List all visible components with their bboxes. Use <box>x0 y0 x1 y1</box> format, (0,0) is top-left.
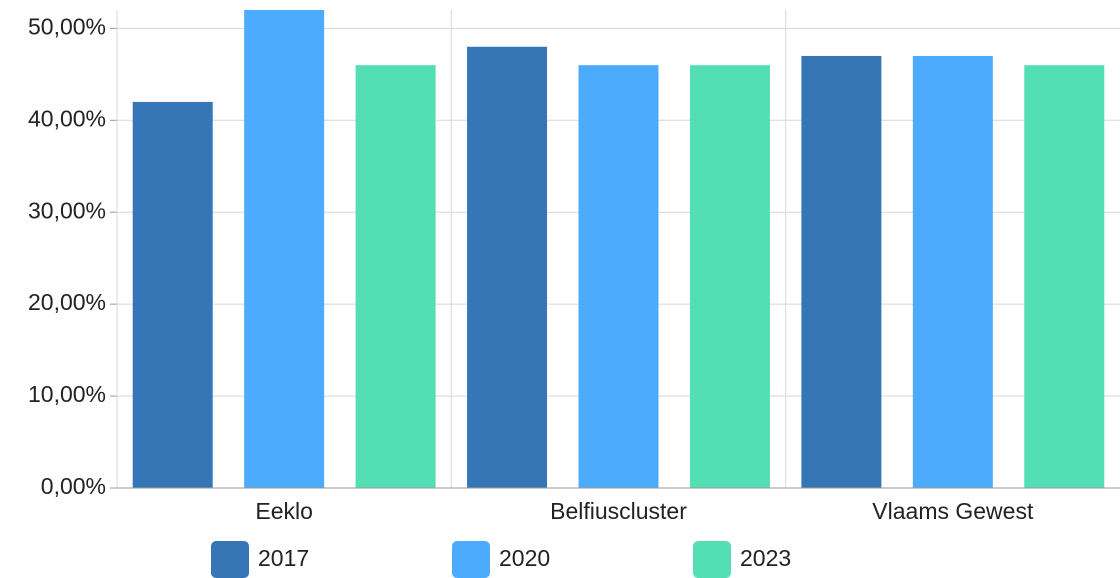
y-tick-label: 20,00% <box>28 289 106 315</box>
legend-swatch <box>211 541 249 578</box>
bar <box>467 46 548 489</box>
legend-label: 2020 <box>499 545 550 571</box>
legend-label: 2023 <box>740 545 791 571</box>
bar <box>244 10 325 488</box>
y-tick-label: 50,00% <box>28 13 106 39</box>
bar <box>912 55 993 488</box>
bar <box>132 101 213 488</box>
y-tick-label: 10,00% <box>28 381 106 407</box>
bar <box>1024 65 1105 489</box>
bar <box>355 65 436 489</box>
x-tick-label: Belfiuscluster <box>550 498 687 524</box>
bar <box>578 65 659 489</box>
bar <box>689 65 770 489</box>
legend-swatch <box>452 541 490 578</box>
legend-swatch <box>693 541 731 578</box>
y-tick-label: 30,00% <box>28 197 106 223</box>
bar <box>801 55 882 488</box>
y-tick-label: 40,00% <box>28 105 106 131</box>
legend-label: 2017 <box>258 545 309 571</box>
x-tick-label: Eeklo <box>255 498 313 524</box>
x-tick-label: Vlaams Gewest <box>872 498 1034 524</box>
y-tick-label: 0,00% <box>41 473 106 499</box>
